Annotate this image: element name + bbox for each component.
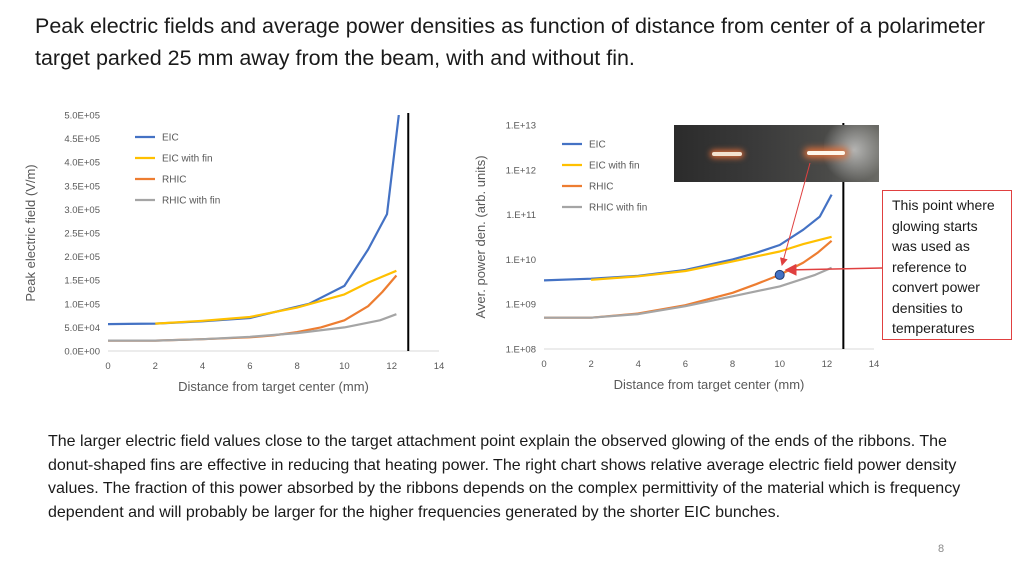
left-chart-x-tick-label: 0 (105, 361, 110, 372)
right-chart-reference-point-marker (774, 269, 785, 280)
right-chart-legend-label: EIC with fin (589, 161, 640, 172)
right-chart-x-axis-title: Distance from target center (mm) (614, 377, 805, 392)
left-chart-y-tick-label: 2.5E+05 (64, 229, 100, 240)
right-chart-y-tick-label: 1.E+13 (506, 121, 536, 132)
glowing-ribbon-left (712, 152, 742, 156)
left-chart-y-tick-label: 0.0E+00 (64, 347, 100, 358)
left-chart-x-tick-label: 6 (247, 361, 252, 372)
right-chart-x-tick-label: 4 (636, 359, 641, 370)
right-chart-x-tick-label: 14 (869, 359, 880, 370)
peak-electric-field-chart: 0.0E+00 5.0E+04 1.0E+05 1.5E+05 2.0E+05 2.5E+… (15, 105, 455, 405)
right-chart-series-line-rhic-with-fin (544, 266, 833, 319)
right-chart-legend-label: EIC (589, 140, 606, 151)
left-chart-x-tick-label: 2 (153, 361, 158, 372)
right-chart-y-tick-label: 1.E+09 (506, 300, 536, 311)
right-chart-series-line-eic (544, 194, 833, 282)
glowing-ribbon-right (807, 151, 845, 155)
left-chart-x-tick-label: 10 (339, 361, 350, 372)
glowing-ribbons-photo (674, 125, 879, 182)
left-chart-y-tick-label: 3.0E+05 (64, 205, 100, 216)
right-chart-x-tick-label: 6 (683, 359, 688, 370)
left-chart-y-tick-label: 3.5E+05 (64, 181, 100, 192)
power-density-chart-svg: 1.E+08 1.E+09 1.E+10 1.E+11 1.E+12 1.E+13 0 2 4 6… (473, 121, 880, 393)
left-chart-x-tick-label: 14 (434, 361, 445, 372)
left-chart-y-tick-label: 4.5E+05 (64, 134, 100, 145)
left-chart-legend-label: RHIC (162, 175, 186, 186)
left-chart-x-tick-label: 4 (200, 361, 205, 372)
reference-point-callout: This point where glowing starts was used… (882, 190, 1012, 340)
left-chart-y-tick-label: 2.0E+05 (64, 252, 100, 263)
left-chart-y-axis-title: Peak electric field (V/m) (23, 164, 38, 301)
left-chart-x-axis-title: Distance from target center (mm) (178, 379, 369, 394)
left-chart-x-tick-label: 12 (386, 361, 397, 372)
right-chart-x-tick-label: 0 (541, 359, 546, 370)
left-chart-series-line-eic-with-fin (155, 269, 397, 325)
slide-title: Peak electric fields and average power d… (35, 14, 986, 70)
left-chart-y-tick-label: 1.0E+05 (64, 299, 100, 310)
left-chart-legend-label: RHIC with fin (162, 196, 220, 207)
right-chart-y-axis-title: Aver. power den. (arb. units) (473, 155, 488, 318)
right-chart-y-tick-label: 1.E+11 (506, 210, 536, 221)
right-chart-x-tick-label: 2 (588, 359, 593, 370)
right-chart-y-tick-label: 1.E+12 (506, 165, 536, 176)
left-chart-y-tick-label: 5.0E+04 (64, 323, 100, 334)
right-chart-legend-label: RHIC (589, 182, 613, 193)
peak-electric-field-chart-svg: 0.0E+00 5.0E+04 1.0E+05 1.5E+05 2.0E+05 2.5E+… (23, 111, 445, 395)
left-chart-legend-label: EIC (162, 133, 179, 144)
right-chart-x-tick-label: 8 (730, 359, 735, 370)
left-chart-series-line-rhic (108, 274, 398, 342)
left-chart-y-tick-label: 4.0E+05 (64, 158, 100, 169)
page-number: 8 (938, 543, 945, 555)
slide-body-text: The larger electric field values close t… (48, 433, 961, 521)
left-chart-y-tick-label: 1.5E+05 (64, 276, 100, 287)
right-chart-x-tick-label: 10 (774, 359, 785, 370)
power-density-chart: 1.E+08 1.E+09 1.E+10 1.E+11 1.E+12 1.E+13 0 2 4 6… (470, 115, 890, 405)
right-chart-legend-label: RHIC with fin (589, 203, 647, 214)
left-chart-y-tick-label: 5.0E+05 (64, 111, 100, 122)
right-chart-y-tick-label: 1.E+10 (506, 255, 536, 266)
right-chart-y-tick-label: 1.E+08 (506, 345, 536, 356)
right-chart-x-tick-label: 12 (822, 359, 833, 370)
right-chart-series-line-eic-with-fin (591, 235, 832, 281)
left-chart-series-line-eic (108, 115, 400, 326)
left-chart-legend-label: EIC with fin (162, 154, 213, 165)
left-chart-series-line-rhic-with-fin (108, 313, 397, 342)
left-chart-x-tick-label: 8 (294, 361, 299, 372)
